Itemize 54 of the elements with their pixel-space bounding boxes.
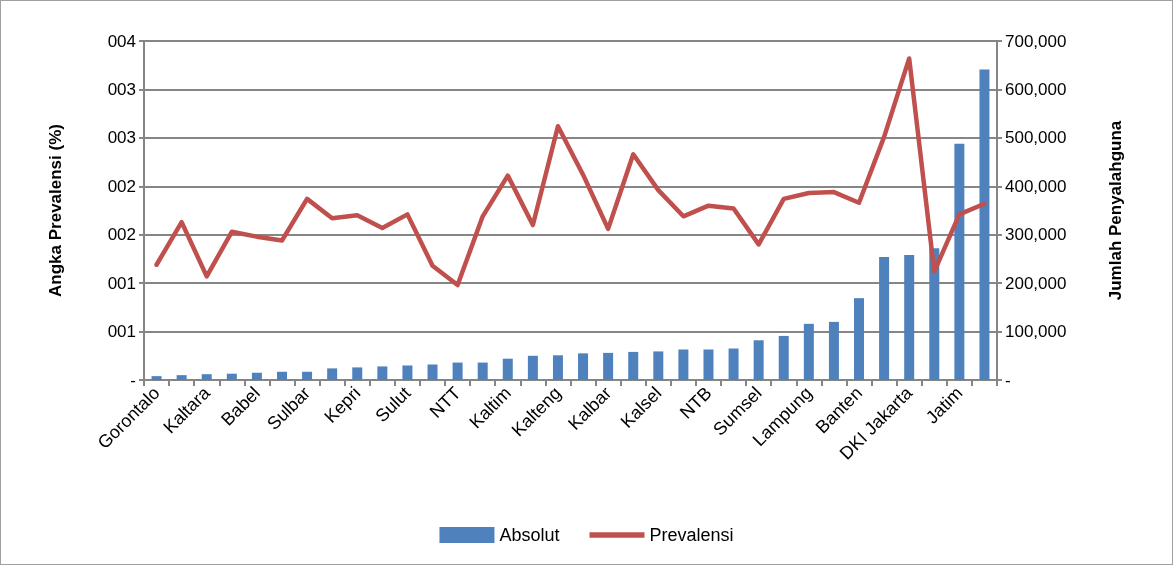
bar: [527, 355, 538, 380]
y-tick-label: 004: [107, 31, 136, 51]
y2-tick-label: 500,000: [1005, 128, 1067, 148]
bar: [879, 256, 890, 380]
bar: [201, 374, 212, 380]
bar: [452, 362, 463, 380]
bar: [678, 349, 689, 380]
bar: [828, 321, 839, 380]
y-tick-label: 002: [107, 176, 136, 196]
bar: [753, 340, 764, 380]
bar: [979, 69, 990, 380]
bar: [954, 143, 965, 380]
bar: [352, 367, 363, 380]
y-tick-label: -: [130, 370, 136, 390]
bar: [628, 351, 639, 380]
bar: [603, 352, 614, 380]
bar: [251, 372, 262, 380]
y2-tick-label: 300,000: [1005, 225, 1067, 245]
line-series: [154, 56, 987, 288]
bar: [703, 349, 714, 380]
bar: [427, 364, 438, 380]
bar: [327, 368, 338, 380]
y2-tick-label: -: [1005, 370, 1011, 390]
bar: [728, 348, 739, 380]
y-tick-label: 001: [107, 322, 136, 342]
bar: [904, 255, 915, 380]
bar: [803, 323, 814, 380]
bar: [854, 298, 865, 380]
y-tick-label: 002: [107, 225, 136, 245]
bar: [276, 371, 287, 380]
y-axis-title: Angka Prevalensi (%): [46, 124, 65, 297]
y2-tick-label: 700,000: [1005, 31, 1067, 51]
bar: [377, 366, 388, 380]
legend-label: Absolut: [499, 525, 560, 545]
y2-tick-label: 600,000: [1005, 79, 1067, 99]
y2-tick-label: 200,000: [1005, 273, 1067, 293]
y-tick-label: 003: [107, 128, 136, 148]
bar: [778, 335, 789, 380]
bar: [578, 353, 589, 380]
bar: [402, 365, 413, 380]
y-tick-label: 001: [107, 273, 136, 293]
y-tick-label: 003: [107, 79, 136, 99]
bar: [226, 373, 237, 380]
bar: [176, 375, 187, 380]
bar: [477, 362, 488, 380]
y2-axis-title: Jumlah Penyalahguna: [1106, 120, 1125, 301]
y2-tick-label: 400,000: [1005, 176, 1067, 196]
bar: [151, 376, 162, 380]
legend-label: Prevalensi: [649, 525, 734, 545]
bar: [653, 351, 664, 380]
y2-tick-label: 100,000: [1005, 322, 1067, 342]
bar: [552, 355, 563, 380]
bar: [302, 371, 313, 380]
bar: [502, 358, 513, 380]
